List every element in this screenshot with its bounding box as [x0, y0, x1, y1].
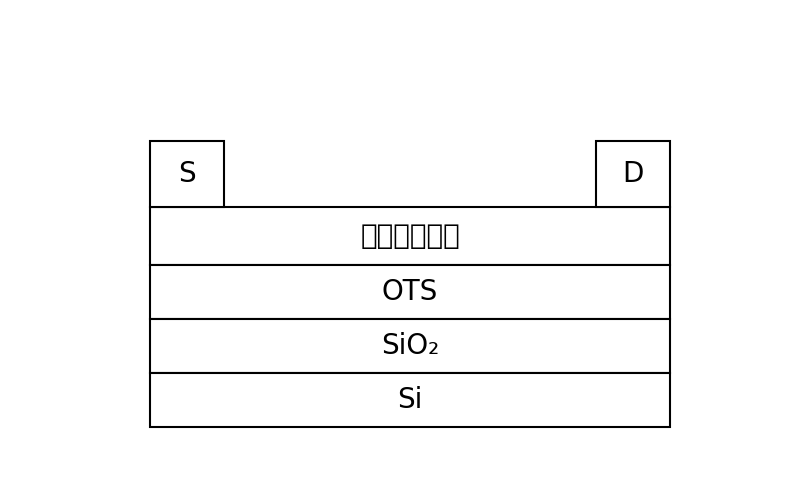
Text: SiO₂: SiO₂ [381, 332, 439, 360]
Text: 有机半导体层: 有机半导体层 [360, 221, 460, 249]
Text: S: S [178, 160, 196, 188]
Bar [150, 319, 670, 373]
Bar [150, 207, 670, 265]
Text: OTS: OTS [382, 278, 438, 306]
Text: D: D [622, 160, 644, 188]
Bar [150, 141, 224, 207]
Bar [150, 373, 670, 427]
Text: Si: Si [398, 386, 422, 414]
Bar [150, 265, 670, 319]
Bar [596, 141, 670, 207]
